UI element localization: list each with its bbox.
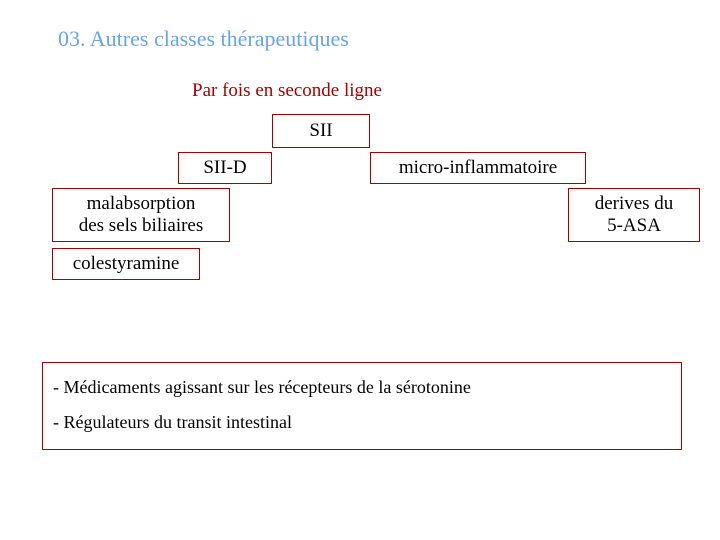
node-sii: SII [272, 114, 370, 148]
node-sii-d: SII-D [178, 152, 272, 184]
node-derives-5asa: derives du 5-ASA [568, 188, 700, 242]
node-malabsorption: malabsorption des sels biliaires [52, 188, 230, 242]
node-derives-line2: 5-ASA [607, 215, 661, 236]
bullet-item: - Médicaments agissant sur les récepteur… [53, 377, 671, 398]
node-malabsorption-line1: malabsorption [87, 193, 196, 214]
node-derives-line1: derives du [595, 193, 674, 214]
bullet-item: - Régulateurs du transit intestinal [53, 412, 671, 433]
bullets-box: - Médicaments agissant sur les récepteur… [42, 362, 682, 450]
slide-subtitle: Par fois en seconde ligne [192, 80, 382, 102]
node-colestyramine: colestyramine [52, 248, 200, 280]
node-micro-inflammatoire: micro-inflammatoire [370, 152, 586, 184]
slide-title: 03. Autres classes thérapeutiques [58, 26, 349, 52]
node-malabsorption-line2: des sels biliaires [79, 215, 204, 236]
